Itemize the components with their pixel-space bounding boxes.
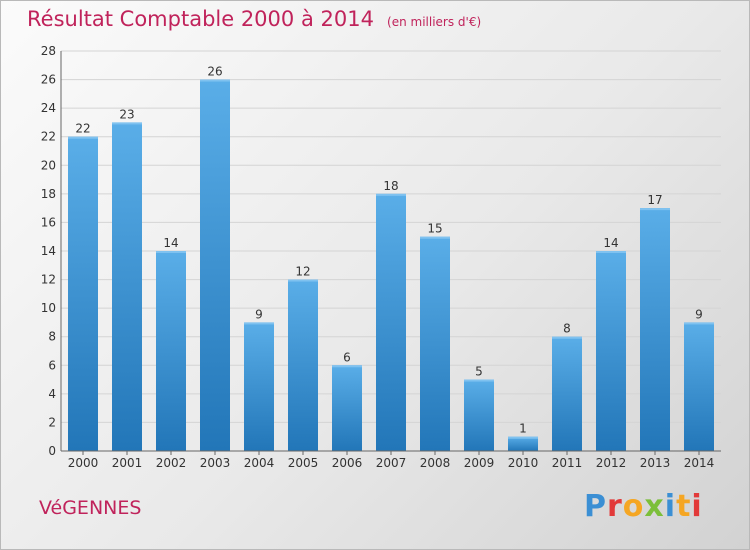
bar-highlight	[552, 336, 582, 339]
proxiti-logo: Proxiti	[584, 489, 703, 524]
y-tick-label: 16	[41, 215, 56, 229]
bar-2001	[112, 122, 142, 451]
chart-unit-note: (en milliers d'€)	[387, 15, 482, 29]
x-tick-label: 2008	[420, 456, 451, 470]
x-tick-label: 2001	[112, 456, 143, 470]
value-label: 22	[75, 122, 90, 136]
bar-2005	[288, 279, 318, 451]
value-label: 14	[163, 236, 178, 250]
bar-2010	[508, 436, 538, 451]
y-tick-label: 2	[48, 415, 56, 429]
x-tick-label: 2005	[288, 456, 319, 470]
bar-2011	[552, 336, 582, 451]
value-label: 23	[119, 107, 134, 121]
logo-letter: o	[622, 489, 645, 524]
bar-highlight	[288, 279, 318, 282]
value-label: 6	[343, 350, 351, 364]
town-name: VéGENNES	[39, 497, 142, 519]
bar-2002	[156, 251, 186, 451]
x-tick-label: 2000	[68, 456, 99, 470]
y-tick-label: 26	[41, 73, 56, 87]
y-tick-label: 0	[48, 444, 56, 458]
y-tick-label: 12	[41, 273, 56, 287]
y-tick-label: 14	[41, 244, 56, 258]
value-label: 12	[295, 265, 310, 279]
logo-letter: P	[584, 489, 607, 524]
bar-highlight	[332, 365, 362, 368]
bar-2004	[244, 322, 274, 451]
x-tick-label: 2006	[332, 456, 363, 470]
bar-highlight	[508, 436, 538, 439]
x-tick-label: 2009	[464, 456, 495, 470]
logo-letter: i	[691, 489, 703, 524]
logo-letter: r	[607, 489, 623, 524]
value-label: 5	[475, 365, 483, 379]
chart-title: Résultat Comptable 2000 à 2014	[27, 7, 374, 31]
x-tick-label: 2014	[684, 456, 715, 470]
bar-highlight	[156, 251, 186, 253]
logo-letter: x	[644, 489, 665, 524]
bar-highlight	[464, 379, 494, 382]
y-tick-label: 24	[41, 101, 56, 115]
value-label: 8	[563, 322, 571, 336]
value-label: 14	[603, 236, 618, 250]
x-tick-label: 2012	[596, 456, 627, 470]
bar-2012	[596, 251, 626, 451]
value-label: 9	[695, 307, 703, 321]
bar-2013	[640, 208, 670, 451]
bar-highlight	[420, 236, 450, 239]
y-tick-label: 22	[41, 130, 56, 144]
x-tick-label: 2002	[156, 456, 187, 470]
x-tick-label: 2007	[376, 456, 407, 470]
bar-2006	[332, 365, 362, 451]
bar-highlight	[112, 122, 142, 125]
y-tick-label: 20	[41, 158, 56, 172]
y-tick-label: 4	[48, 387, 56, 401]
y-tick-label: 8	[48, 330, 56, 344]
value-label: 18	[383, 179, 398, 193]
bar-2007	[376, 193, 406, 451]
logo-letter: i	[664, 489, 677, 524]
bar-highlight	[596, 251, 626, 253]
value-label: 17	[647, 193, 662, 207]
bar-2003	[200, 79, 230, 452]
x-tick-label: 2011	[552, 456, 583, 470]
y-tick-label: 10	[41, 301, 56, 315]
bar-highlight	[200, 79, 230, 82]
bars	[68, 79, 714, 452]
x-tick-label: 2004	[244, 456, 275, 470]
bar-2000	[68, 136, 98, 451]
bar-highlight	[640, 208, 670, 211]
title-row: Résultat Comptable 2000 à 2014 (en milli…	[27, 7, 481, 31]
value-label: 15	[427, 222, 442, 236]
x-tick-label: 2010	[508, 456, 539, 470]
y-tick-label: 28	[41, 44, 56, 58]
bar-highlight	[684, 322, 714, 325]
y-tick-label: 6	[48, 358, 56, 372]
x-tick-label: 2013	[640, 456, 671, 470]
bar-highlight	[244, 322, 274, 325]
logo-letter: t	[676, 489, 692, 524]
bar-2009	[464, 379, 494, 451]
bar-2008	[420, 236, 450, 451]
bar-highlight	[68, 136, 98, 139]
y-tick-label: 18	[41, 187, 56, 201]
bar-highlight	[376, 193, 406, 196]
bar-2014	[684, 322, 714, 451]
value-label: 9	[255, 307, 263, 321]
value-label: 1	[519, 422, 527, 436]
x-tick-label: 2003	[200, 456, 231, 470]
value-label: 26	[207, 65, 222, 79]
